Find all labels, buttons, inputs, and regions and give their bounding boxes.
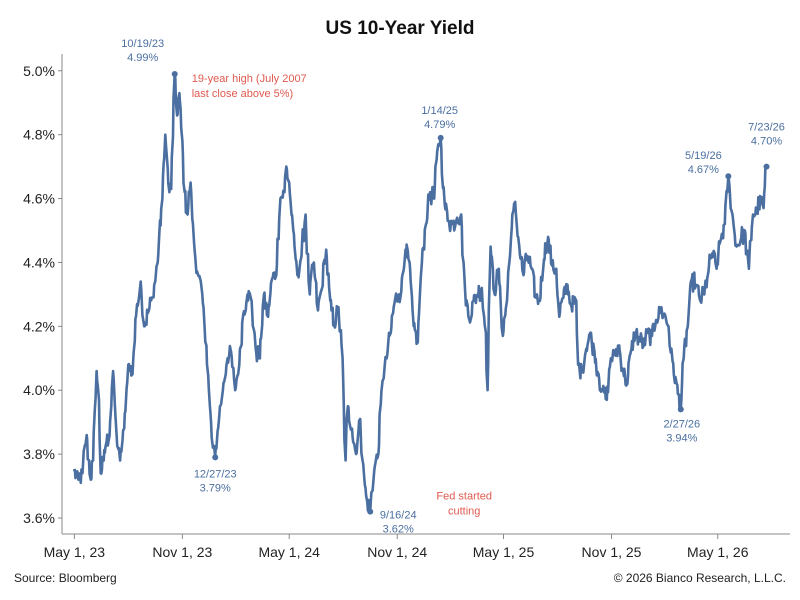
x-tick-label: Nov 1, 24 [367, 544, 427, 560]
annotation-text: 4.79% [424, 119, 455, 131]
annotation-note-19yr: 19-year high (July 2007 last close above … [192, 73, 307, 100]
annotation-text: 5/19/26 [685, 150, 722, 162]
series-layer [73, 72, 768, 513]
x-axis: May 1, 23 Nov 1, 23 May 1, 24 Nov 1, 24 May … [44, 533, 790, 560]
annotation-last-jul26: 7/23/26 4.70% [748, 122, 785, 170]
y-tick-label: 4.0% [23, 382, 55, 398]
y-tick-label: 4.8% [23, 127, 55, 143]
annotation-text: 10/19/23 [121, 38, 164, 50]
annotation-marker [677, 406, 684, 413]
x-tick-label: May 1, 25 [473, 544, 535, 560]
annotation-text: 4.67% [688, 164, 719, 176]
x-tick-label: May 1, 24 [258, 544, 320, 560]
annotation-marker [725, 173, 732, 180]
annotation-peak-jan25: 1/14/25 4.79% [421, 105, 458, 141]
annotation-marker [763, 163, 770, 170]
annotation-text: 19-year high (July 2007 [192, 73, 307, 85]
annotation-peak-oct23: 10/19/23 4.99% [121, 38, 178, 77]
y-tick-label: 4.6% [23, 191, 55, 207]
annotation-layer: 10/19/23 4.99% 19-year high (July 2007 last… [121, 38, 785, 536]
annotation-marker [367, 508, 374, 515]
annotation-text: Fed started [436, 491, 492, 503]
annotation-low-feb26: 2/27/26 3.94% [663, 406, 700, 444]
annotation-note-fed: Fed started cutting [436, 491, 492, 518]
annotation-text: cutting [448, 506, 480, 518]
annotation-text: 4.70% [751, 136, 782, 148]
annotation-peak-may26: 5/19/26 4.67% [685, 150, 732, 180]
series-line [73, 72, 768, 513]
y-tick-label: 4.4% [23, 254, 55, 270]
y-tick-label: 3.8% [23, 446, 55, 462]
y-tick-label: 5.0% [23, 63, 55, 79]
x-tick-label: Nov 1, 23 [152, 544, 212, 560]
annotation-text: 2/27/26 [663, 418, 700, 430]
y-axis: 5.0% 4.8% 4.6% 4.4% 4.2% 4.0% 3.8% 3.6% [23, 54, 63, 534]
annotation-text: 3.79% [200, 482, 231, 494]
annotation-marker [437, 134, 444, 141]
annotation-text: 1/14/25 [421, 105, 458, 117]
x-tick-label: May 1, 23 [44, 544, 106, 560]
copyright-note: © 2026 Bianco Research, L.L.C. [613, 571, 786, 585]
x-tick-label: Nov 1, 25 [582, 544, 642, 560]
annotation-marker [171, 70, 178, 77]
annotation-low-sep24: 9/16/24 3.62% [367, 508, 417, 536]
annotation-text: 3.94% [666, 432, 697, 444]
annotation-text: 4.99% [127, 52, 158, 64]
y-tick-label: 3.6% [23, 510, 55, 526]
annotation-text: 3.62% [383, 524, 414, 536]
chart-title: US 10-Year Yield [325, 18, 475, 39]
annotation-text: 12/27/23 [194, 468, 237, 480]
annotation-text: 7/23/26 [748, 122, 785, 134]
source-note: Source: Bloomberg [14, 571, 117, 585]
annotation-marker [212, 454, 219, 461]
x-tick-label: May 1, 26 [687, 544, 749, 560]
annotation-text: 9/16/24 [380, 510, 417, 522]
annotation-text: last close above 5%) [192, 88, 294, 100]
annotation-low-dec23: 12/27/23 3.79% [194, 454, 237, 494]
y-tick-label: 4.2% [23, 318, 55, 334]
